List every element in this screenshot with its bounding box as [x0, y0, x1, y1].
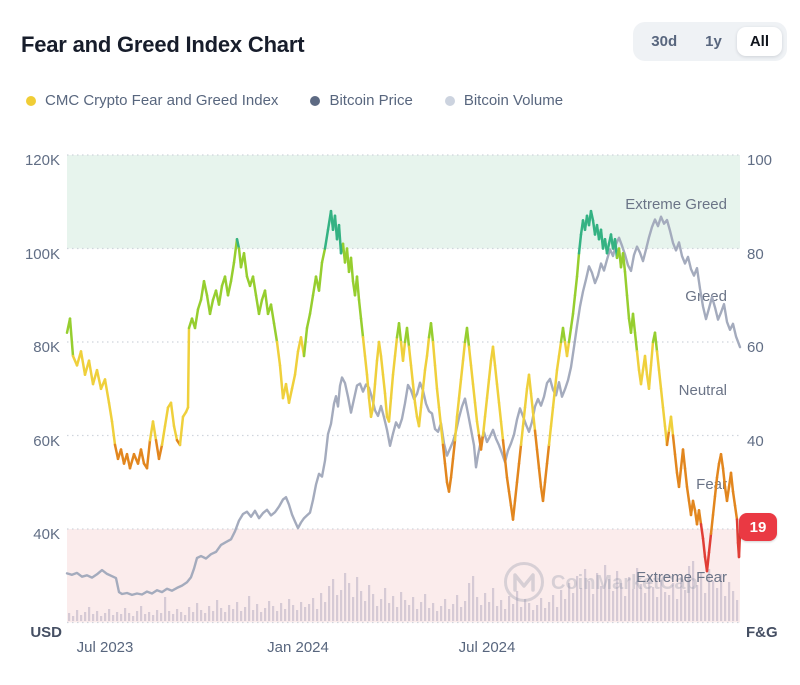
- legend-item-bitcoin-price[interactable]: Bitcoin Price: [310, 92, 413, 109]
- plot-hover-area[interactable]: [67, 152, 740, 623]
- legend-item-fng[interactable]: CMC Crypto Fear and Greed Index: [26, 92, 278, 109]
- range-button-30d[interactable]: 30d: [638, 27, 690, 56]
- range-button-all[interactable]: All: [736, 27, 782, 56]
- bitcoin-volume-series-dot-icon: [444, 95, 455, 106]
- left-axis-tick-100k: 100K: [24, 246, 60, 263]
- left-axis-tick-120k: 120K: [24, 152, 60, 169]
- left-axis-tick-60k: 60K: [33, 433, 60, 450]
- legend: CMC Crypto Fear and Greed Index Bitcoin …: [26, 92, 563, 109]
- left-axis-tick-40k: 40K: [33, 526, 60, 543]
- legend-label: CMC Crypto Fear and Greed Index: [45, 92, 279, 109]
- current-value-badge: 19: [739, 513, 777, 541]
- legend-label: Bitcoin Volume: [463, 92, 564, 109]
- x-axis-tick-jan-2024: Jan 2024: [267, 639, 329, 656]
- legend-label: Bitcoin Price: [329, 92, 413, 109]
- x-axis-tick-jul-2023: Jul 2023: [76, 639, 134, 656]
- left-axis-unit-usd: USD: [30, 624, 62, 641]
- range-button-1y[interactable]: 1y: [692, 27, 735, 56]
- right-axis-unit-fg: F&G: [746, 624, 778, 641]
- right-axis-tick-100: 100: [747, 152, 773, 169]
- page-title: Fear and Greed Index Chart: [21, 32, 305, 57]
- range-switch: 30d 1y All: [633, 22, 787, 61]
- x-axis-tick-jul-2024: Jul 2024: [458, 639, 516, 656]
- right-axis-tick-60: 60: [747, 339, 764, 356]
- fng-series-dot-icon: [26, 95, 36, 106]
- bitcoin-price-series-dot-icon: [310, 95, 321, 106]
- right-axis-tick-40: 40: [747, 433, 764, 450]
- right-axis-tick-80: 80: [747, 246, 764, 263]
- left-axis-tick-80k: 80K: [33, 339, 60, 356]
- legend-item-bitcoin-volume[interactable]: Bitcoin Volume: [444, 92, 564, 109]
